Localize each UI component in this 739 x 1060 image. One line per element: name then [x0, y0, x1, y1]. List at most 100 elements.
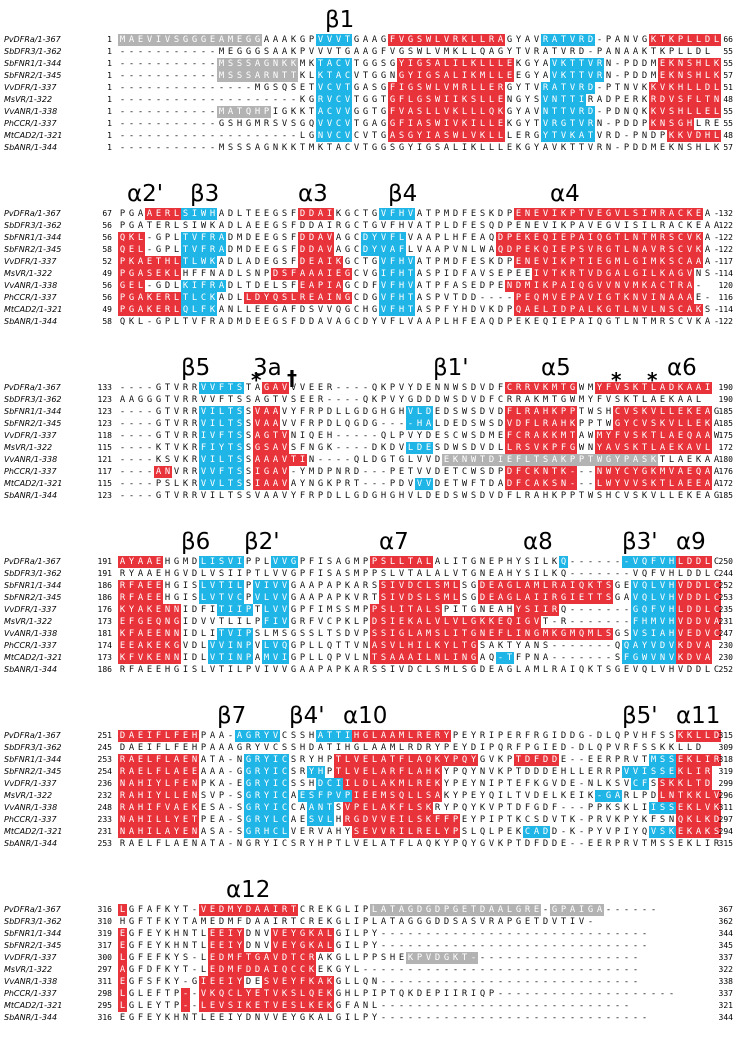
residue: P — [362, 953, 369, 963]
residue: P — [524, 743, 531, 753]
residue: - — [569, 1001, 576, 1011]
sequence-start-position: 117 — [97, 467, 112, 476]
residue: V — [407, 479, 414, 489]
residue: H — [424, 766, 433, 778]
residue: G — [515, 917, 522, 927]
residue: Y — [263, 839, 270, 849]
residue: G — [550, 904, 559, 916]
residue: A — [713, 467, 720, 477]
residue: R — [344, 467, 351, 477]
residue: F — [290, 257, 297, 267]
residue: V — [649, 640, 658, 652]
residue: D — [326, 491, 333, 501]
residue: - — [452, 1001, 459, 1011]
residue: P — [352, 802, 361, 814]
residue: T — [658, 478, 667, 490]
residue: L — [136, 232, 145, 244]
residue: L — [416, 491, 423, 501]
residue: S — [452, 491, 459, 501]
residue: Q — [577, 280, 586, 292]
residue: - — [614, 977, 621, 987]
residue: Y — [127, 556, 136, 568]
residue: - — [335, 443, 342, 453]
residue: A — [136, 304, 145, 316]
residue: R — [208, 232, 217, 244]
residue: N — [371, 977, 378, 987]
residue: V — [353, 143, 360, 153]
residue: K — [641, 491, 648, 501]
residue: C — [199, 292, 208, 304]
residue: T — [506, 779, 513, 789]
residue: L — [434, 419, 441, 429]
residue: N — [614, 47, 621, 57]
residue: A — [416, 257, 423, 267]
residue: H — [559, 418, 568, 430]
residue: - — [425, 1001, 432, 1011]
residue: - — [605, 1013, 612, 1023]
residue: A — [416, 305, 423, 315]
residue: - — [227, 815, 234, 825]
residue: F — [217, 466, 226, 478]
residue: R — [362, 593, 369, 603]
residue: D — [271, 268, 280, 280]
secondary-structure-label: α11 — [676, 703, 721, 729]
residue: P — [164, 233, 171, 243]
residue: G — [244, 34, 253, 46]
residue: V — [253, 406, 262, 418]
residue: T — [362, 209, 369, 219]
residue: V — [632, 35, 639, 45]
residue: N — [658, 304, 667, 316]
residue: E — [362, 839, 369, 849]
residue: C — [713, 569, 720, 579]
residue: I — [271, 802, 280, 814]
residue: S — [307, 814, 316, 826]
residue: E — [685, 478, 694, 490]
residue: R — [586, 118, 595, 130]
residue: E — [154, 628, 163, 640]
residue: S — [425, 305, 432, 315]
residue: N — [460, 454, 469, 466]
residue: D — [227, 257, 234, 267]
residue: I — [145, 790, 154, 802]
residue: G — [335, 953, 342, 963]
residue: T — [641, 317, 648, 327]
residue: E — [154, 556, 163, 568]
residue: H — [640, 616, 649, 628]
residue: L — [200, 941, 207, 951]
residue: E — [307, 256, 316, 268]
dagger-marker: † — [287, 366, 297, 390]
residue: Q — [488, 317, 495, 327]
residue: G — [397, 628, 406, 640]
residue: E — [694, 418, 703, 430]
residue: A — [694, 256, 703, 268]
residue: V — [208, 466, 217, 478]
residue: E — [676, 406, 685, 418]
residue: S — [380, 665, 387, 675]
residue: H — [676, 82, 685, 94]
residue: R — [407, 743, 414, 753]
residue: P — [587, 827, 594, 837]
residue: V — [370, 814, 379, 826]
residue: K — [307, 964, 316, 976]
residue: - — [587, 479, 594, 489]
sequence-end-position: 185 — [718, 491, 733, 500]
residue: L — [704, 47, 711, 57]
residue: Y — [290, 407, 297, 417]
secondary-structure-label: α6 — [667, 355, 697, 381]
sequence-end-position: 230 — [718, 641, 733, 650]
residue: - — [605, 557, 612, 567]
residue: Y — [461, 743, 468, 753]
residue: G — [128, 1013, 135, 1023]
residue: L — [505, 628, 514, 640]
secondary-structure-label: 3a — [253, 355, 282, 381]
residue: L — [326, 1013, 333, 1023]
residue: W — [479, 245, 486, 255]
residue: G — [244, 754, 253, 766]
residue: D — [632, 119, 639, 129]
residue: Y — [613, 478, 622, 490]
residue: T — [452, 467, 459, 477]
residue: G — [406, 130, 415, 142]
residue: P — [434, 317, 441, 327]
residue: E — [667, 442, 676, 454]
residue: Q — [632, 107, 639, 117]
